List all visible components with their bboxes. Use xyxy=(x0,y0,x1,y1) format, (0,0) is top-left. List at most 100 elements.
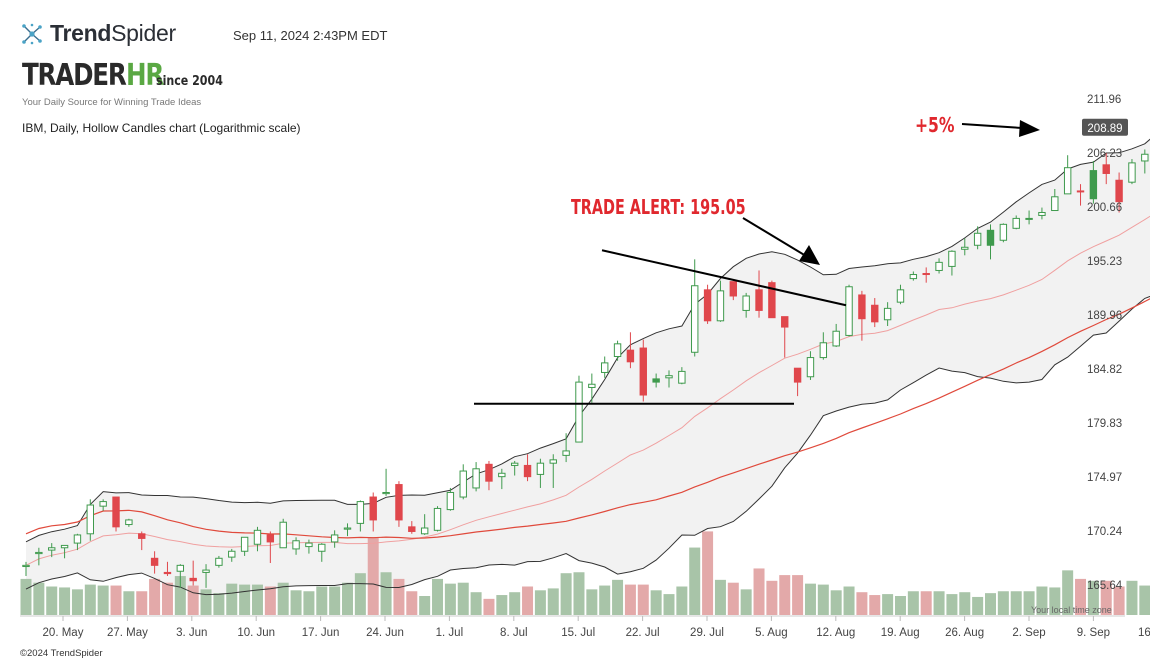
volume-bar xyxy=(1062,570,1074,615)
candle-body xyxy=(986,229,995,246)
logo-trader-text: TRADER xyxy=(22,58,127,93)
volume-bar xyxy=(470,592,482,615)
candle-body xyxy=(369,496,377,521)
volume-bar xyxy=(753,568,765,615)
candle-body xyxy=(883,307,892,321)
volume-bar xyxy=(226,583,238,615)
volume-bar xyxy=(251,584,263,615)
volume-bar xyxy=(817,584,829,615)
volume-bar xyxy=(59,587,71,615)
volume-bar xyxy=(882,594,894,615)
candle-body xyxy=(781,316,789,328)
candle-body xyxy=(626,349,635,363)
candle-body xyxy=(948,250,956,267)
volume-bar xyxy=(444,583,456,615)
y-tick-label: 211.96 xyxy=(1087,94,1121,106)
volume-bar xyxy=(650,590,662,615)
candle-body xyxy=(755,289,763,311)
x-tick-label: 15. Jul xyxy=(561,627,595,639)
volume-bar xyxy=(702,531,714,615)
volume-bar xyxy=(676,586,688,615)
trade-alert-arrow-head xyxy=(799,245,820,265)
candle-body xyxy=(215,557,223,566)
volume-bar xyxy=(1126,580,1138,615)
volume-bar xyxy=(1036,586,1048,615)
volume-bar xyxy=(1010,591,1022,615)
candle-body xyxy=(240,536,249,552)
candle-body xyxy=(639,347,647,396)
gain-arrow-shaft xyxy=(961,123,1023,129)
candle-body xyxy=(1102,164,1110,174)
candle-body xyxy=(73,534,82,544)
candle-body xyxy=(60,544,69,549)
x-tick-label: 3. Jun xyxy=(176,627,207,639)
moving-average-line xyxy=(25,298,1150,539)
candle-body xyxy=(112,496,120,528)
volume-bar xyxy=(612,579,624,615)
candle-body xyxy=(575,381,583,443)
volume-bar xyxy=(1087,580,1099,615)
volume-bar xyxy=(342,582,353,615)
bollinger-band-fill xyxy=(26,139,1150,595)
y-tick-label: 189.96 xyxy=(1087,310,1122,322)
candle-body xyxy=(922,273,930,276)
timezone-note: Your local time zone xyxy=(1031,605,1112,615)
candle-body xyxy=(343,527,352,530)
volume-bar xyxy=(187,585,199,615)
candle-body xyxy=(1063,167,1072,195)
volume-bar xyxy=(483,598,495,615)
volume-bar xyxy=(277,582,289,615)
volume-bar xyxy=(303,591,315,615)
x-tick-label: 9. Sep xyxy=(1077,627,1110,639)
x-tick-label: 24. Jun xyxy=(366,627,404,639)
volume-bar xyxy=(972,596,984,615)
candle-body xyxy=(1128,162,1136,183)
volume-bar xyxy=(599,585,611,615)
candle-body xyxy=(1051,196,1059,212)
candle-body xyxy=(1025,217,1033,220)
volume-bar xyxy=(161,582,173,615)
candle-body xyxy=(176,564,185,572)
trade-alert-arrow-shaft xyxy=(742,217,807,257)
candle-body xyxy=(86,504,94,535)
candle-body xyxy=(601,362,609,373)
last-price-badge xyxy=(1082,118,1128,136)
x-tick-label: 22. Jul xyxy=(626,627,660,639)
volume-bar xyxy=(689,547,701,615)
x-tick-label: 29. Jul xyxy=(690,627,724,639)
volume-bar xyxy=(316,586,328,615)
candle-body xyxy=(356,501,365,524)
volume-bar xyxy=(907,591,919,615)
candle-body xyxy=(806,357,815,378)
price-chart: TRADE ALERT: 195.05 +5% 211.96 206.23 200.66… xyxy=(20,94,1150,639)
trade-alert-label: TRADE ALERT: 195.05 xyxy=(571,197,746,220)
volume-bar xyxy=(419,596,431,615)
candle-body xyxy=(485,463,493,482)
candle-body xyxy=(588,383,596,388)
candle-body xyxy=(703,289,712,322)
volume-bar xyxy=(354,573,366,615)
candle-body xyxy=(871,304,879,323)
volume-bar xyxy=(766,580,778,615)
copyright-text: ©2024 TrendSpider xyxy=(20,648,103,659)
logo-hr-text: HR xyxy=(126,58,164,93)
candle-body xyxy=(935,261,943,271)
candle-body xyxy=(433,507,442,531)
candle-body xyxy=(22,564,30,568)
candle-body xyxy=(858,294,866,320)
last-price-label: 208.89 xyxy=(1087,123,1122,135)
x-tick-label: 8. Jul xyxy=(500,627,528,639)
volume-bar xyxy=(714,579,726,615)
y-tick-label: 179.83 xyxy=(1087,418,1122,430)
candle-body xyxy=(35,551,43,555)
volume-bar xyxy=(97,585,109,615)
candle-body xyxy=(279,521,287,549)
candle-body xyxy=(665,375,673,379)
volume-bar xyxy=(534,590,546,615)
volume-bar xyxy=(1100,580,1112,615)
logo-tagline: Your Daily Source for Winning Trade Idea… xyxy=(22,97,202,108)
volume-bar xyxy=(200,589,212,615)
volume-bar xyxy=(779,575,791,615)
bollinger-middle-line xyxy=(25,215,1150,566)
candle-body xyxy=(1141,153,1149,162)
